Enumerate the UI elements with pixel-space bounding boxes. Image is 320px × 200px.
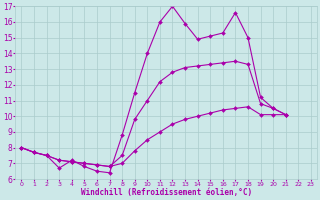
- X-axis label: Windchill (Refroidissement éolien,°C): Windchill (Refroidissement éolien,°C): [81, 188, 252, 197]
